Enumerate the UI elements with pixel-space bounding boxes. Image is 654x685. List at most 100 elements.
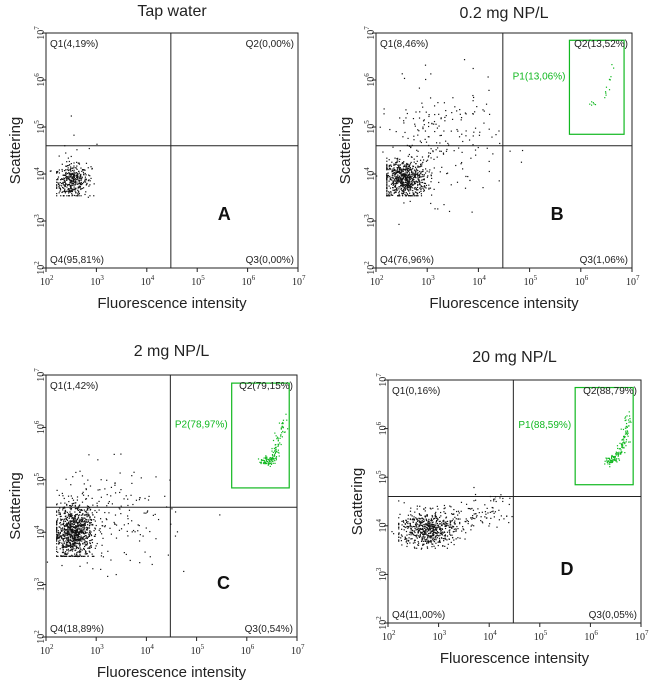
scatter-point bbox=[94, 509, 96, 512]
scatter-point bbox=[67, 522, 70, 524]
scatter-point bbox=[612, 456, 615, 458]
scatter-point bbox=[74, 190, 76, 192]
scatter-point bbox=[419, 182, 421, 184]
scatter-point bbox=[66, 525, 68, 527]
scatter-point bbox=[60, 502, 62, 504]
scatter-point bbox=[72, 180, 74, 182]
scatter-point bbox=[432, 537, 434, 539]
scatter-point bbox=[455, 518, 457, 520]
scatter-point bbox=[465, 113, 467, 115]
scatter-point bbox=[444, 120, 446, 122]
scatter-point bbox=[386, 164, 388, 167]
scatter-point bbox=[400, 181, 403, 183]
scatter-point bbox=[404, 173, 406, 175]
scatter-point bbox=[63, 179, 65, 181]
scatter-point bbox=[72, 179, 75, 181]
scatter-point bbox=[147, 510, 149, 512]
scatter-point bbox=[443, 523, 445, 525]
scatter-point bbox=[423, 182, 426, 184]
scatter-point bbox=[77, 526, 79, 528]
scatter-point bbox=[443, 519, 445, 521]
scatter-point bbox=[446, 535, 449, 537]
scatter-point bbox=[63, 520, 65, 522]
scatter-point bbox=[425, 168, 427, 170]
scatter-point bbox=[416, 528, 418, 530]
scatter-point bbox=[411, 170, 413, 172]
scatter-point bbox=[395, 179, 397, 181]
x-tick-label: 103 bbox=[90, 643, 104, 657]
scatter-point bbox=[61, 182, 63, 185]
scatter-point bbox=[275, 459, 278, 461]
scatter-point bbox=[75, 178, 77, 180]
scatter-point bbox=[444, 507, 446, 509]
scatter-point bbox=[428, 171, 430, 173]
scatter-point bbox=[282, 421, 284, 424]
scatter-point bbox=[416, 520, 419, 522]
scatter-point bbox=[79, 565, 81, 567]
scatter-point bbox=[77, 523, 79, 526]
scatter-point bbox=[440, 118, 442, 120]
scatter-point bbox=[422, 525, 424, 527]
scatter-point bbox=[422, 520, 424, 523]
scatter-point bbox=[64, 530, 66, 533]
scatter-point bbox=[434, 512, 436, 515]
scatter-point bbox=[622, 435, 625, 438]
scatter-point bbox=[452, 518, 454, 520]
scatter-point bbox=[432, 526, 434, 529]
scatter-point bbox=[67, 515, 69, 517]
x-tick-label: 102 bbox=[382, 629, 396, 643]
scatter-point bbox=[458, 147, 460, 149]
gate-box bbox=[568, 39, 625, 135]
gate-box bbox=[574, 386, 634, 486]
scatter-point bbox=[420, 528, 423, 530]
scatter-point bbox=[417, 530, 419, 532]
scatter-point bbox=[424, 186, 426, 188]
scatter-point bbox=[74, 545, 76, 547]
scatter-point bbox=[414, 527, 416, 530]
scatter-point bbox=[401, 528, 403, 530]
scatter-point bbox=[69, 511, 71, 513]
scatter-point bbox=[404, 193, 406, 196]
scatter-point bbox=[409, 523, 411, 525]
scatter-point bbox=[413, 193, 415, 195]
scatter-point bbox=[286, 419, 288, 421]
scatter-point bbox=[447, 543, 449, 545]
scatter-point bbox=[421, 531, 423, 533]
scatter-point bbox=[56, 535, 58, 537]
scatter-point bbox=[68, 530, 70, 533]
scatter-point bbox=[423, 520, 425, 522]
plot-frame bbox=[45, 374, 298, 638]
x-tick-label: 105 bbox=[191, 274, 205, 288]
scatter-point bbox=[176, 531, 179, 533]
scatter-point bbox=[448, 530, 450, 532]
scatter-point bbox=[86, 505, 89, 507]
scatter-point bbox=[437, 102, 439, 104]
scatter-point bbox=[66, 541, 68, 544]
scatter-point bbox=[432, 529, 435, 531]
scatter-point bbox=[430, 202, 432, 205]
scatter-point bbox=[69, 526, 71, 528]
scatter-point bbox=[418, 524, 420, 526]
scatter-point bbox=[119, 472, 121, 474]
scatter-point bbox=[88, 535, 91, 537]
scatter-point bbox=[90, 518, 92, 521]
scatter-point bbox=[451, 534, 453, 536]
scatter-point bbox=[58, 185, 60, 188]
scatter-point bbox=[71, 183, 73, 185]
scatter-point bbox=[88, 521, 90, 524]
scatter-point bbox=[274, 451, 277, 454]
scatter-point bbox=[397, 174, 399, 176]
scatter-point bbox=[77, 555, 79, 558]
scatter-point bbox=[82, 171, 85, 174]
scatter-point bbox=[624, 416, 627, 418]
scatter-point bbox=[443, 535, 445, 537]
scatter-point bbox=[67, 176, 69, 178]
scatter-point bbox=[57, 536, 59, 538]
y-tick-label: 103 bbox=[363, 214, 377, 228]
scatter-point bbox=[284, 431, 286, 433]
scatter-point bbox=[70, 521, 72, 523]
scatter-point bbox=[86, 532, 88, 534]
scatter-point bbox=[76, 513, 78, 516]
scatter-point bbox=[444, 535, 447, 537]
scatter-point bbox=[445, 517, 447, 519]
